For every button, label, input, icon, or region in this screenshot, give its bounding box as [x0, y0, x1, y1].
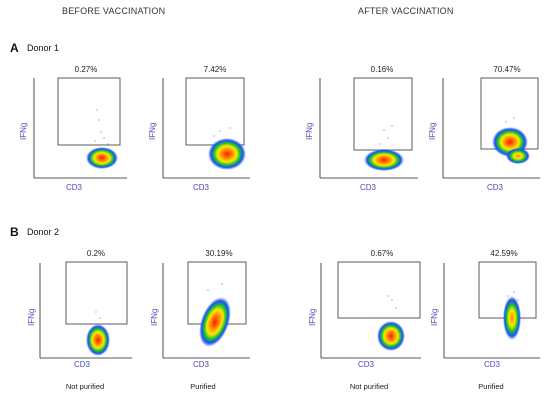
xlabel-a1: CD3: [66, 183, 83, 192]
pct-a3: 0.16%: [370, 65, 394, 74]
panel-letter-b: B: [10, 225, 19, 239]
scatter-events: [94, 109, 519, 319]
density-blob-b4: [503, 296, 521, 340]
density-blob-a2: [208, 138, 246, 170]
header-after-vaccination: AFTER VACCINATION: [358, 6, 454, 16]
density-blob-b2: [199, 297, 231, 347]
condition-label-1: Not purified: [65, 382, 105, 391]
plot-b4: [443, 261, 540, 359]
density-blob-a1: [86, 147, 118, 169]
plot-a4: [442, 77, 540, 179]
xlabel-b3: CD3: [358, 360, 375, 369]
plot-a1: [33, 77, 127, 179]
xlabel-b2: CD3: [193, 360, 210, 369]
plot-b3: [320, 261, 421, 359]
gate-a1: [57, 77, 121, 146]
xlabel-a2: CD3: [193, 183, 210, 192]
xlabel-b1: CD3: [74, 360, 91, 369]
pct-a2: 7.42%: [203, 65, 227, 74]
gate-a3: [353, 77, 413, 151]
plot-b2: [162, 261, 250, 359]
gate-b3: [337, 261, 421, 319]
pct-b1: 0.2%: [86, 249, 106, 258]
condition-label-3: Not purified: [349, 382, 389, 391]
header-before-vaccination: BEFORE VACCINATION: [62, 6, 166, 16]
plot-a3: [319, 77, 418, 179]
pct-a4: 70.47%: [493, 65, 521, 74]
density-blob-a4b: [506, 148, 530, 164]
density-blob-a3: [364, 149, 404, 171]
plot-b1: [39, 261, 132, 359]
condition-label-4: Purified: [478, 382, 504, 391]
panel-letter-a: A: [10, 41, 19, 55]
xlabel-a4: CD3: [487, 183, 504, 192]
donor-label-a: Donor 1: [27, 43, 60, 53]
pct-a1: 0.27%: [74, 65, 98, 74]
xlabel-a3: CD3: [360, 183, 377, 192]
condition-label-2: Purified: [190, 382, 216, 391]
donor-label-b: Donor 2: [27, 227, 60, 237]
gate-a2: [185, 77, 245, 146]
pct-b2: 30.19%: [205, 249, 233, 258]
pct-b3: 0.67%: [370, 249, 394, 258]
density-blob-b1: [86, 324, 110, 356]
pct-b4: 42.59%: [490, 249, 518, 258]
xlabel-b4: CD3: [484, 360, 501, 369]
density-blob-b3: [377, 321, 405, 351]
gate-b1: [65, 261, 128, 325]
plot-a2: [162, 77, 250, 179]
